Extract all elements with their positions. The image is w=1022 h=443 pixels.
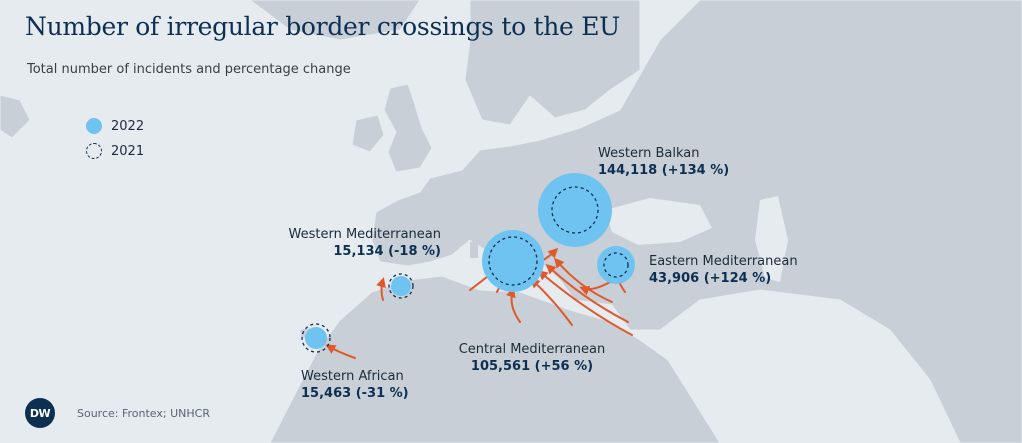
region-name: Eastern Mediterranean bbox=[649, 254, 798, 269]
land-ireland bbox=[351, 114, 385, 153]
source-note: Source: Frontex; UNHCR bbox=[77, 406, 210, 420]
footer: DW Source: Frontex; UNHCR bbox=[25, 398, 210, 428]
land-greenland bbox=[249, 0, 421, 41]
dw-logo: DW bbox=[25, 398, 55, 428]
region-name: Western Balkan bbox=[598, 146, 700, 161]
region-value: 43,906 (+124 %) bbox=[649, 271, 772, 286]
route-arrow bbox=[579, 281, 611, 296]
bubble-central-mediterranean bbox=[482, 230, 544, 292]
dashed-circle-icon bbox=[86, 143, 102, 159]
region-name: Western African bbox=[301, 369, 404, 384]
route-arrow bbox=[506, 287, 521, 323]
legend-item-2021: 2021 bbox=[86, 140, 144, 162]
region-value: 15,463 (-31 %) bbox=[301, 386, 409, 401]
land-iceland bbox=[0, 94, 31, 139]
legend: 2022 2021 bbox=[86, 115, 144, 165]
sea-persian-gulf bbox=[830, 330, 880, 360]
land-cyprus bbox=[640, 278, 656, 286]
label-western-balkan: Western Balkan 144,118 (+134 %) bbox=[598, 145, 729, 179]
label-central-mediterranean: Central Mediterranean 105,561 (+56 %) bbox=[452, 341, 612, 375]
chart-title: Number of irregular border crossings to … bbox=[25, 12, 620, 41]
region-value: 144,118 (+134 %) bbox=[598, 163, 730, 178]
region-value: 15,134 (-18 %) bbox=[333, 244, 441, 259]
bubble-western-mediterranean bbox=[388, 273, 414, 299]
sea-caspian bbox=[755, 196, 788, 282]
sea-red-sea bbox=[668, 342, 720, 416]
route-arrow bbox=[537, 270, 633, 336]
land-crete bbox=[582, 278, 608, 285]
legend-label: 2022 bbox=[111, 118, 145, 134]
route-arrow bbox=[545, 263, 629, 323]
region-name: Western Mediterranean bbox=[288, 227, 442, 242]
legend-item-2022: 2022 bbox=[86, 115, 144, 137]
bubble-eastern-mediterranean bbox=[597, 246, 635, 284]
label-western-african: Western African 15,463 (-31 %) bbox=[301, 368, 409, 402]
region-name: Central Mediterranean bbox=[458, 342, 606, 357]
land-scandinavia bbox=[464, 0, 641, 126]
filled-circle-icon bbox=[86, 118, 102, 134]
label-western-mediterranean: Western Mediterranean 15,134 (-18 %) bbox=[277, 226, 442, 260]
bubble-western-balkan bbox=[538, 173, 612, 247]
region-value: 105,561 (+56 %) bbox=[470, 359, 594, 374]
legend-label: 2021 bbox=[111, 143, 145, 159]
land-great-britain bbox=[383, 83, 433, 173]
land-sardinia bbox=[470, 240, 478, 258]
label-eastern-mediterranean: Eastern Mediterranean 43,906 (+124 %) bbox=[649, 253, 798, 287]
route-arrow bbox=[376, 277, 386, 301]
chart-subtitle: Total number of incidents and percentage… bbox=[27, 62, 351, 77]
route-arrow bbox=[325, 344, 356, 359]
route-arrow bbox=[554, 257, 613, 303]
bubble-western-african bbox=[301, 323, 331, 353]
sea-black-sea bbox=[605, 198, 712, 245]
route-arrow bbox=[529, 277, 573, 326]
